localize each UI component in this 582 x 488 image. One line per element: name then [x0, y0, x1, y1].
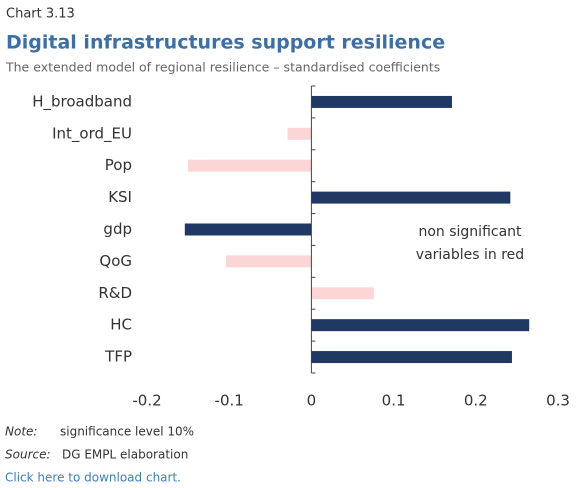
y-tick-label: KSI [108, 188, 132, 206]
download-link[interactable]: Click here to download chart. [5, 471, 181, 485]
x-tick-label: -0.1 [215, 392, 244, 410]
bar [311, 95, 452, 108]
x-tick-label: 0.1 [382, 392, 406, 410]
bar [311, 351, 512, 364]
bar [184, 223, 312, 236]
note-label: Note: [5, 425, 37, 439]
y-tick-label: gdp [103, 220, 132, 238]
y-tick-label: R&D [98, 284, 132, 302]
bar [311, 191, 511, 204]
y-tick-label: Pop [105, 156, 132, 174]
source-text: DG EMPL elaboration [62, 448, 188, 462]
y-tick-label: Int_ord_EU [52, 124, 132, 143]
chart-subtitle: The extended model of regional resilienc… [5, 60, 440, 75]
x-tick-label: 0.2 [464, 392, 488, 410]
bar [287, 127, 312, 140]
source-label: Source: [5, 448, 51, 462]
chart-title: Digital infrastructures support resilien… [6, 32, 445, 54]
chart-label: Chart 3.13 [6, 7, 75, 22]
x-tick-label: -0.2 [132, 392, 161, 410]
bar [311, 287, 374, 300]
note-text: significance level 10% [60, 425, 194, 439]
bar [311, 319, 530, 332]
annotation: variables in red [416, 247, 524, 263]
x-tick-label: 0 [307, 392, 317, 410]
bar [188, 159, 312, 172]
y-tick-label: QoG [99, 252, 132, 270]
x-tick-label: 0.3 [546, 392, 570, 410]
y-tick-label: H_broadband [32, 92, 132, 111]
annotation: non significant [418, 224, 522, 240]
y-tick-label: TFP [104, 348, 132, 366]
y-tick-label: HC [110, 316, 132, 334]
bar [225, 255, 312, 268]
